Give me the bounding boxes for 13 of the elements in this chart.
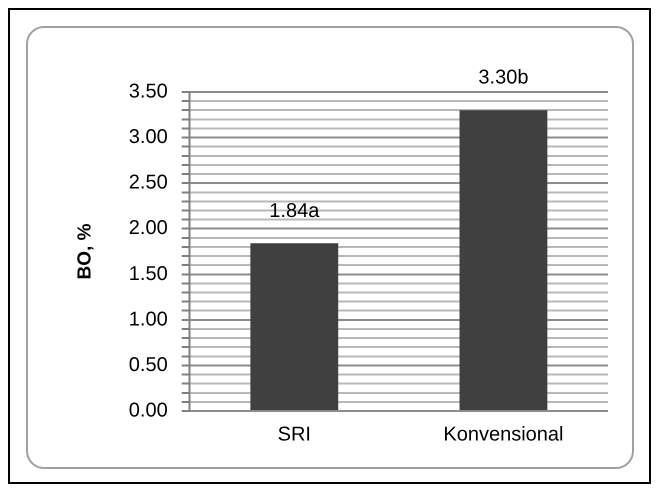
x-tick-label: SRI [278, 424, 311, 446]
y-tick-label: 1.00 [128, 308, 168, 330]
y-tick-label: 2.50 [128, 172, 168, 194]
y-tick-label: 1.50 [128, 262, 168, 285]
y-tick-label: 3.00 [128, 126, 168, 148]
y-tick-label: 0.50 [128, 354, 168, 376]
y-tick-label: 2.00 [128, 217, 168, 240]
data-label: 1.84a [269, 200, 320, 222]
y-tick-label: 3.50 [128, 80, 168, 103]
y-tick-label: 0.00 [128, 400, 168, 422]
data-label: 3.30b [478, 66, 528, 89]
x-tick-label: Konvensional [443, 424, 564, 446]
y-axis-title: BO, % [74, 223, 96, 280]
